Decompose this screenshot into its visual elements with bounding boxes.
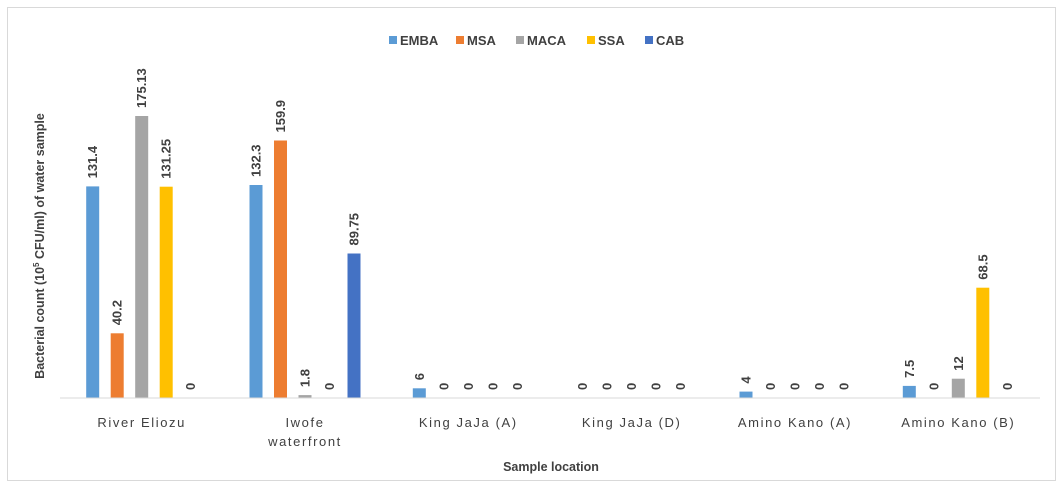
bar-ssa-5 <box>976 287 990 398</box>
data-label-ssa-2: 0 <box>485 383 500 390</box>
category-label-1-1: waterfront <box>267 434 342 449</box>
data-label-maca-0: 175.13 <box>134 68 149 108</box>
data-label-msa-0: 40.2 <box>110 300 125 325</box>
data-label-cab-2: 0 <box>510 383 525 390</box>
category-label-3-0: King JaJa (D) <box>582 415 682 430</box>
bar-maca-1 <box>298 395 312 398</box>
data-label-emba-0: 131.4 <box>85 145 100 178</box>
data-label-ssa-0: 131.25 <box>159 139 174 179</box>
legend-swatch-msa <box>456 36 464 44</box>
bar-msa-1 <box>274 140 287 398</box>
category-axis: River Eliozu Iwofe waterfront King JaJa (A)… <box>97 415 1015 449</box>
bar-maca-5 <box>951 378 965 398</box>
y-axis-title-superscript: 5 <box>32 262 41 267</box>
bar-emba-2 <box>412 388 426 398</box>
plot-area: 131.4 40.2 175.13 131.25 0 132.3 159.9 1.8 0 89.7… <box>85 68 1015 398</box>
y-axis-title: Bacterial count (105 CFU/ml) of water sa… <box>32 113 47 379</box>
data-label-maca-3: 0 <box>624 383 639 390</box>
data-label-emba-3: 0 <box>575 383 590 390</box>
bar-emba-1 <box>249 185 263 398</box>
legend-label-maca: MACA <box>527 33 567 48</box>
data-label-emba-4: 4 <box>739 376 754 384</box>
category-label-2-0: King JaJa (A) <box>419 415 518 430</box>
category-label-0-0: River Eliozu <box>97 415 186 430</box>
legend-swatch-maca <box>516 36 524 44</box>
data-label-cab-5: 0 <box>1000 383 1015 390</box>
legend: EMBA MSA MACA SSA CAB <box>389 33 684 48</box>
legend-label-cab: CAB <box>656 33 684 48</box>
data-label-maca-1: 1.8 <box>298 369 313 387</box>
x-axis-title: Sample location <box>503 460 599 474</box>
bar-msa-0 <box>110 333 124 398</box>
category-label-5-0: Amino Kano (B) <box>901 415 1015 430</box>
data-label-emba-5: 7.5 <box>902 360 917 378</box>
data-label-ssa-4: 0 <box>812 383 827 390</box>
legend-label-msa: MSA <box>467 33 497 48</box>
data-label-msa-3: 0 <box>600 383 615 390</box>
data-label-emba-2: 6 <box>412 373 427 380</box>
y-axis-title-rest: CFU/ml) of water sample <box>33 113 47 262</box>
bar-cab-1 <box>347 253 361 398</box>
bar-ssa-0 <box>159 186 173 398</box>
legend-swatch-ssa <box>587 36 595 44</box>
data-label-cab-4: 0 <box>837 383 852 390</box>
data-label-maca-5: 12 <box>951 356 966 370</box>
data-label-ssa-3: 0 <box>649 383 664 390</box>
bar-emba-4 <box>739 391 753 398</box>
legend-swatch-emba <box>389 36 397 44</box>
data-label-msa-2: 0 <box>436 383 451 390</box>
data-label-ssa-5: 68.5 <box>975 254 990 279</box>
legend-label-emba: EMBA <box>400 33 439 48</box>
data-label-maca-2: 0 <box>461 383 476 390</box>
data-label-emba-1: 132.3 <box>249 144 264 177</box>
data-label-cab-3: 0 <box>673 383 688 390</box>
legend-label-ssa: SSA <box>598 33 625 48</box>
bar-emba-0 <box>86 186 100 398</box>
legend-swatch-cab <box>645 36 653 44</box>
data-label-msa-1: 159.9 <box>273 100 288 133</box>
data-label-cab-0: 0 <box>183 383 198 390</box>
bar-maca-0 <box>135 116 149 398</box>
data-label-msa-4: 0 <box>763 383 778 390</box>
data-label-maca-4: 0 <box>788 383 803 390</box>
y-axis-title-main: Bacterial count (10 <box>33 267 47 379</box>
category-label-1-0: Iwofe <box>285 415 324 430</box>
category-label-4-0: Amino Kano (A) <box>738 415 852 430</box>
chart-frame <box>7 7 1056 481</box>
data-label-msa-5: 0 <box>926 383 941 390</box>
bar-emba-5 <box>902 385 916 398</box>
data-label-ssa-1: 0 <box>322 383 337 390</box>
data-label-cab-1: 89.75 <box>347 213 362 246</box>
